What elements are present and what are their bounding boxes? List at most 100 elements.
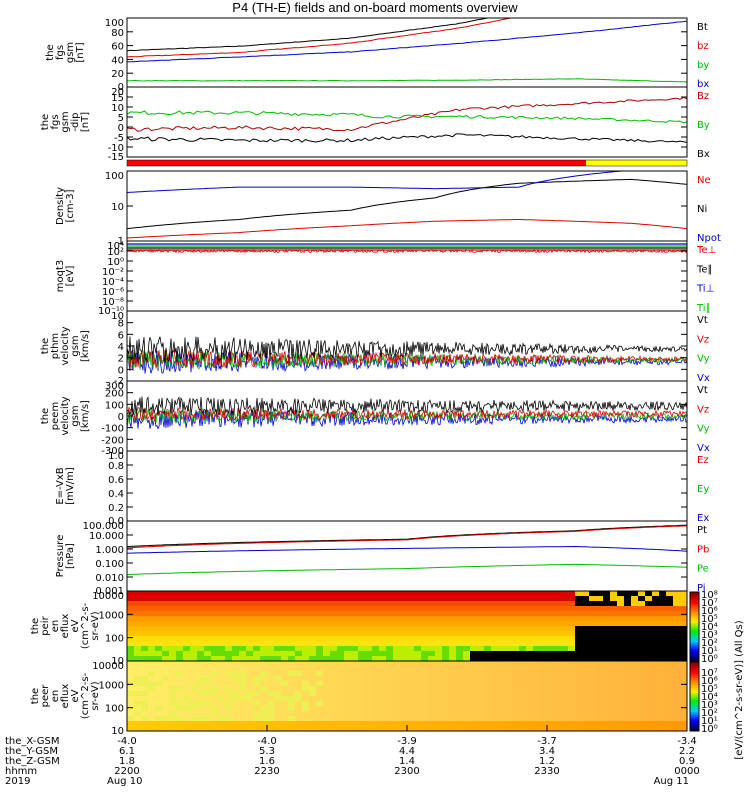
colorbar-lower — [690, 672, 699, 675]
y-axis-label: sr-eV) — [90, 611, 101, 640]
colorbar-upper — [690, 602, 699, 605]
colorbar-tick: 10³ — [701, 630, 718, 641]
colorbar-upper — [690, 647, 699, 650]
y-tick-label: 0 — [118, 365, 124, 376]
legend-entry: Ni — [697, 204, 707, 215]
colorbar-upper — [690, 624, 699, 627]
y-tick-label: 100 — [105, 171, 124, 182]
series-line-Pt — [127, 524, 687, 547]
series-line-Vy — [127, 408, 687, 424]
y-tick-label: 10 — [111, 726, 124, 737]
y-tick-label: 10⁻⁴ — [102, 277, 124, 288]
footer-value: 4.4 — [399, 746, 415, 757]
colorbar-lower — [690, 722, 699, 725]
series-line-Ne — [127, 219, 687, 239]
colorbar-tick: 10⁴ — [701, 692, 718, 703]
y-tick-label: 10 — [111, 202, 124, 213]
colorbar-lower — [690, 674, 699, 677]
y-tick-label: 1.0 — [108, 451, 124, 462]
spectrogram-cells — [127, 591, 687, 661]
y-tick-label: 0.2 — [108, 503, 124, 514]
y-axis-label: en — [50, 620, 61, 633]
panel-frame — [126, 170, 688, 242]
colorbar-upper — [690, 631, 699, 634]
y-tick-label: 0.6 — [108, 475, 124, 486]
y-axis-label: the — [45, 44, 56, 60]
y-axis-label: [nT] — [75, 42, 86, 62]
colorbar-tick: 10² — [701, 638, 718, 649]
colorbar-lower — [690, 670, 699, 673]
y-tick-label: 100.000 — [83, 521, 124, 532]
footer-value: 2.2 — [679, 746, 695, 757]
colorbar-lower-frame — [689, 661, 700, 732]
y-tick-label: 15 — [111, 93, 124, 104]
footer-value: 2200 — [114, 766, 139, 777]
footer-value: 0000 — [674, 766, 699, 777]
y-tick-label: 1 — [118, 236, 124, 247]
y-tick-label: 0 — [118, 412, 124, 423]
colorbar-upper-frame — [689, 591, 700, 662]
y-tick-label: -300 — [101, 446, 124, 457]
colorbar-upper — [690, 593, 699, 596]
footer-value: 0.9 — [679, 756, 695, 767]
colorbar-tick: 10⁶ — [701, 606, 718, 617]
footer-value: Aug 10 — [107, 776, 142, 787]
series-line-Vz — [127, 406, 687, 421]
y-tick-label: 0.100 — [95, 559, 124, 570]
legend-entry: Bt — [697, 22, 708, 33]
y-tick-label: 10⁻⁶ — [102, 287, 124, 298]
colorbar-lower — [690, 727, 699, 730]
y-axis-label: Pressure — [55, 535, 66, 578]
y-tick-label: 10000 — [92, 591, 124, 602]
y-axis-label: eflux — [60, 684, 71, 709]
legend-entry: Pt — [697, 525, 707, 536]
y-axis-label: (cm^2-s- — [80, 672, 91, 719]
y-axis-label: moqt3 — [55, 260, 66, 293]
mode-bar-segment — [127, 160, 587, 166]
colorbar-lower — [690, 715, 699, 718]
y-axis-label: the — [30, 688, 41, 704]
colorbar-label: [eV/(cm^2-s-sr-eV)] (All Qs) — [734, 620, 745, 759]
y-axis-label: gsm — [65, 42, 76, 63]
y-tick-label: 6 — [118, 330, 124, 341]
y-tick-label: 10.000 — [89, 531, 124, 542]
y-tick-label: 0 — [118, 82, 124, 93]
series-line-Bz — [127, 96, 687, 132]
footer-value: 1.2 — [539, 756, 555, 767]
footer-row-label: the_Y-GSM — [5, 746, 58, 757]
colorbar-upper — [690, 592, 699, 595]
colorbar-upper — [690, 640, 699, 643]
legend-entry: bx — [697, 79, 709, 90]
y-tick-label: 80 — [111, 28, 124, 39]
colorbar-upper — [690, 648, 699, 652]
y-axis-label: eV — [70, 619, 81, 632]
colorbar-upper — [690, 657, 699, 660]
legend-entry: By — [697, 120, 710, 131]
y-axis-label: (cm^2-s- — [80, 602, 91, 649]
y-axis-label: en — [50, 690, 61, 703]
colorbar-lower — [690, 694, 699, 697]
colorbar-lower — [690, 708, 699, 711]
colorbar-lower — [690, 729, 699, 732]
colorbar-tick: 10⁶ — [701, 676, 718, 687]
colorbar-lower — [690, 712, 699, 715]
y-axis-label: [eV] — [65, 266, 76, 287]
footer-value: 6.1 — [119, 746, 135, 757]
mode-bar-segment — [586, 160, 687, 166]
y-axis-label: peem — [50, 402, 61, 430]
y-axis-label: sr-eV) — [90, 681, 101, 710]
y-tick-label: 4 — [118, 342, 124, 353]
y-axis-label: velocity — [60, 326, 71, 365]
colorbar-lower — [690, 693, 699, 696]
colorbar-tick: 10⁸ — [701, 590, 718, 601]
y-tick-label: 8 — [118, 319, 124, 330]
series-line-Pe — [127, 563, 687, 575]
y-tick-label: 0 — [118, 123, 124, 134]
y-tick-label: 5 — [118, 113, 124, 124]
y-tick-label: 20 — [111, 87, 124, 98]
y-axis-label: peer — [40, 684, 51, 708]
series-line-Ni — [127, 178, 687, 230]
y-axis-label: the — [30, 618, 41, 634]
legend-entry: Vz — [697, 334, 709, 345]
